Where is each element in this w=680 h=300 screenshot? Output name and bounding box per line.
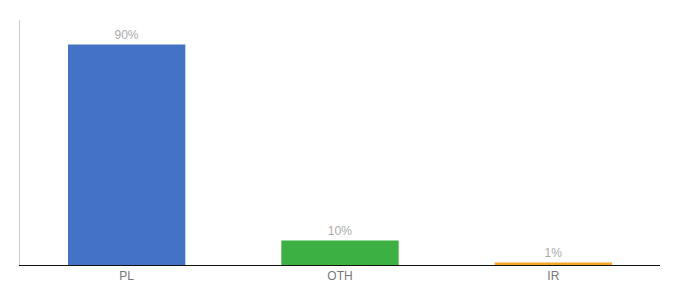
svg-text:PL: PL <box>119 269 134 283</box>
svg-text:10%: 10% <box>328 224 352 238</box>
svg-text:OTH: OTH <box>327 269 352 283</box>
svg-text:IR: IR <box>547 269 559 283</box>
svg-text:90%: 90% <box>114 28 138 42</box>
svg-text:1%: 1% <box>544 246 562 260</box>
